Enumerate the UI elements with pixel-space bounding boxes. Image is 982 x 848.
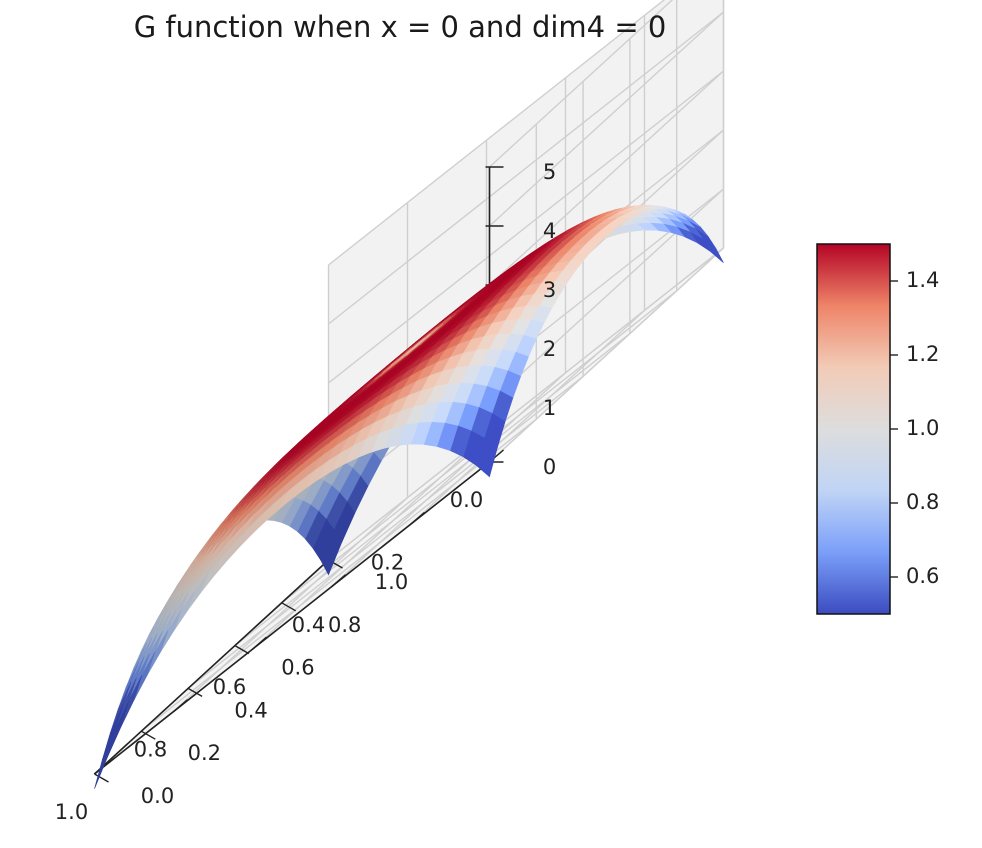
x-tick-label: 0.8 bbox=[134, 738, 167, 762]
floor-pane bbox=[94, 248, 724, 774]
colorbar-tick-label: 1.4 bbox=[906, 268, 939, 292]
y-tick-label: 0.8 bbox=[328, 613, 361, 637]
grid-line bbox=[489, 247, 724, 463]
y-tick-mark bbox=[281, 602, 297, 612]
grid-line bbox=[331, 372, 566, 588]
colorbar: 0.6 0.8 1.0 1.2 1.4 bbox=[816, 243, 939, 615]
grid-line bbox=[489, 70, 724, 286]
y-tick-mark bbox=[187, 687, 203, 698]
colorbar-bar bbox=[816, 243, 891, 615]
x-tick-mark bbox=[331, 574, 346, 588]
y-tick-mark bbox=[94, 773, 109, 783]
grid-line bbox=[328, 0, 666, 266]
z-tick-label: 0 bbox=[543, 455, 556, 479]
grid-lines bbox=[94, 0, 725, 775]
surface-plot bbox=[94, 204, 724, 789]
colorbar-tick-label: 1.2 bbox=[906, 342, 939, 366]
x-tick-mark bbox=[252, 636, 267, 650]
z-tick-label: 1 bbox=[543, 396, 556, 420]
surface-patch bbox=[115, 677, 137, 730]
x-tick-mark bbox=[410, 511, 425, 525]
z-tick-label: 5 bbox=[543, 160, 556, 184]
colorbar-tick-label: 0.6 bbox=[906, 564, 939, 588]
z-tick-label: 4 bbox=[543, 219, 556, 243]
x-tick-mark bbox=[173, 699, 188, 713]
x-tick-label: 0.2 bbox=[371, 550, 404, 574]
x-tick-label: 0.0 bbox=[450, 488, 483, 512]
grid-line bbox=[410, 309, 645, 525]
y-axis-line bbox=[93, 559, 330, 775]
surface-patch bbox=[94, 729, 116, 789]
y-tick-label: 0.6 bbox=[281, 656, 314, 680]
grid-line bbox=[328, 11, 724, 325]
x-tick-label: 0.6 bbox=[213, 675, 246, 699]
grid-line bbox=[187, 375, 584, 689]
chart-title: G function when x = 0 and dim4 = 0 bbox=[133, 10, 667, 44]
grid-line bbox=[252, 434, 487, 650]
z-tick-label: 3 bbox=[543, 278, 556, 302]
grid-line bbox=[489, 0, 674, 168]
grid-line bbox=[328, 247, 724, 561]
y-tick-label: 0.0 bbox=[141, 784, 174, 808]
y-tick-label: 0.4 bbox=[234, 698, 267, 722]
y-tick-mark bbox=[140, 730, 156, 740]
y-tick-label: 0.2 bbox=[188, 741, 221, 765]
x-tick-label: 1.0 bbox=[55, 800, 88, 824]
y-tick-label: 1.0 bbox=[375, 570, 408, 594]
y-tick-mark bbox=[234, 644, 250, 655]
grid-line bbox=[140, 418, 537, 732]
colorbar-tick-label: 0.8 bbox=[906, 490, 939, 514]
z-tick-label: 2 bbox=[543, 337, 556, 361]
x-tick-label: 0.4 bbox=[292, 613, 325, 637]
colorbar-tick-label: 1.0 bbox=[906, 416, 939, 440]
grid-line bbox=[328, 70, 724, 384]
grid-line bbox=[234, 333, 631, 647]
grid-line bbox=[173, 497, 408, 713]
tick-labels: 0.00.20.40.60.81.00.00.20.40.60.81.00123… bbox=[55, 160, 556, 824]
grid-line bbox=[489, 11, 724, 227]
